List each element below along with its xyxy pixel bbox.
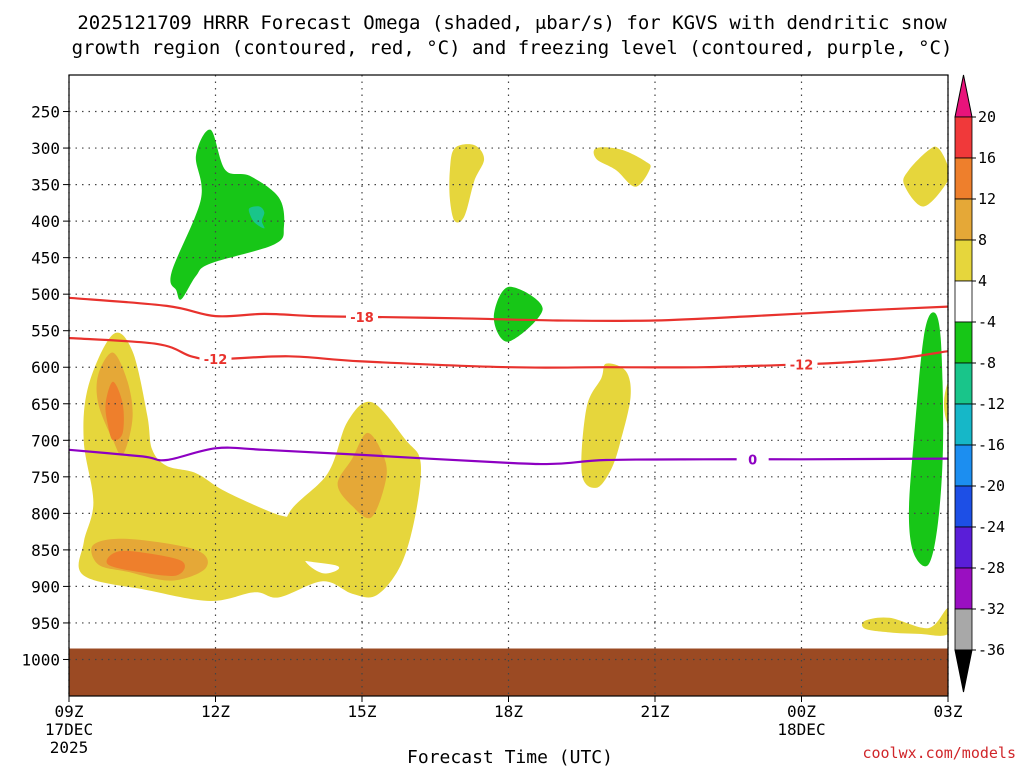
colorbar-bin xyxy=(954,116,973,159)
chart-title-line-1: 2025121709 HRRR Forecast Omega (shaded, … xyxy=(77,12,947,34)
y-axis-ticks: 250 300 350 400 450 500 550 600 650 700 750 800 850 9… xyxy=(21,103,69,669)
contour-label-dgz-upper: -18 xyxy=(350,311,374,326)
omega-region-yellow-02z xyxy=(903,146,948,207)
x-axis-label: Forecast Time (UTC) xyxy=(407,747,613,768)
contour-label-dgz-lower: -12 xyxy=(204,353,228,368)
x-tick-label: 09Z xyxy=(55,702,84,721)
colorbar-bin xyxy=(954,567,973,610)
colorbar-tick-label: -16 xyxy=(978,436,1005,454)
omega-region-yellow-right-bottom xyxy=(861,608,948,636)
surface-terrain xyxy=(69,648,948,696)
y-tick-label: 650 xyxy=(31,395,60,414)
colorbar-bin xyxy=(954,444,973,487)
colorbar-tick-label: -24 xyxy=(978,518,1005,536)
x-tick-label: 15Z xyxy=(348,702,377,721)
colorbar-bin xyxy=(954,362,973,405)
y-tick-label: 900 xyxy=(31,577,60,596)
contour-label-bg-dgz-lower xyxy=(199,351,232,367)
omega-region-teal-core xyxy=(248,206,265,229)
x-tick-year: 2025 xyxy=(50,738,89,757)
contour-label-freezing-level: 0 xyxy=(748,453,757,468)
surface-ground xyxy=(69,648,948,696)
colorbar-bin xyxy=(954,239,973,282)
y-tick-label: 800 xyxy=(31,504,60,523)
credit-label: coolwx.com/models xyxy=(862,744,1016,762)
colorbar-top-arrow xyxy=(954,74,973,118)
x-tick-label: 18Z xyxy=(494,702,523,721)
y-tick-label: 400 xyxy=(31,212,60,231)
chart-title-line-2: growth region (contoured, red, °C) and f… xyxy=(72,37,953,59)
colorbar-bottom-arrow xyxy=(954,649,973,693)
contour-label-bg-dgz-lower xyxy=(785,356,818,372)
omega-region-yellow-right-edge xyxy=(944,381,948,426)
omega-region-yellow-low-left xyxy=(78,332,422,602)
colorbar-bin xyxy=(954,526,973,569)
y-tick-label: 950 xyxy=(31,614,60,633)
x-tick-label: 12Z xyxy=(201,702,230,721)
colorbar: 20 16 12 8 4 -4 -8 -12 -16 -20 -24 -28 -32 -36 xyxy=(954,74,1005,693)
y-tick-label: 450 xyxy=(31,249,60,268)
contour-freezing-level xyxy=(69,446,948,466)
colorbar-bin xyxy=(954,198,973,241)
y-tick-label: 350 xyxy=(31,176,60,195)
colorbar-tick-label: 8 xyxy=(978,231,987,249)
y-tick-label: 500 xyxy=(31,285,60,304)
colorbar-bin xyxy=(954,608,973,651)
colorbar-bin xyxy=(954,485,973,528)
y-tick-label: 700 xyxy=(31,431,60,450)
y-tick-label: 250 xyxy=(31,103,60,122)
contour-dgz-upper xyxy=(69,296,948,322)
y-tick-label: 1000 xyxy=(21,650,60,669)
contour-label-bg-dgz-upper xyxy=(346,308,378,324)
colorbar-tick-label: 4 xyxy=(978,272,987,290)
omega-region-yellow-20z-low xyxy=(581,363,631,488)
omega-region-green-18z xyxy=(493,286,543,342)
colorbar-bin xyxy=(954,321,973,364)
colorbar-tick-label: 20 xyxy=(978,108,996,126)
omega-region-green-02z xyxy=(908,312,944,567)
colorbar-tick-label: 16 xyxy=(978,149,996,167)
y-tick-label: 750 xyxy=(31,468,60,487)
omega-region-yellow-17z xyxy=(449,144,485,223)
x-tick-date: 17DEC xyxy=(45,720,93,739)
contour-label-dgz-lower: -12 xyxy=(790,358,814,373)
y-tick-label: 300 xyxy=(31,139,60,158)
colorbar-bin xyxy=(954,403,973,446)
plot-area: -18 -12 -12 0 250 300 350 400 450 500 550 600 650 70… xyxy=(21,74,963,757)
omega-region-red-left xyxy=(105,381,124,441)
colorbar-tick-label: -8 xyxy=(978,354,996,372)
y-tick-label: 850 xyxy=(31,541,60,560)
colorbar-bin xyxy=(954,157,973,200)
omega-region-green-upper xyxy=(170,129,285,300)
colorbar-tick-label: -12 xyxy=(978,395,1005,413)
colorbar-tick-label: -32 xyxy=(978,600,1005,618)
x-tick-label: 21Z xyxy=(641,702,670,721)
omega-region-orange-15z xyxy=(337,432,387,519)
omega-region-yellow-20z xyxy=(593,147,651,187)
contour-dgz-lower xyxy=(69,336,948,369)
x-tick-label: 00Z xyxy=(787,702,816,721)
contour-label-bg-freezing-level xyxy=(736,451,769,467)
x-tick-label: 03Z xyxy=(934,702,963,721)
colorbar-tick-label: -36 xyxy=(978,641,1005,659)
colorbar-bin xyxy=(954,280,973,323)
colorbar-tick-label: -20 xyxy=(978,477,1005,495)
omega-region-red-850 xyxy=(106,550,185,576)
colorbar-tick-label: -28 xyxy=(978,559,1005,577)
temperature-contours: -18 -12 -12 0 xyxy=(69,296,948,468)
x-tick-date: 18DEC xyxy=(777,720,825,739)
colorbar-tick-label: -4 xyxy=(978,313,996,331)
y-tick-label: 550 xyxy=(31,322,60,341)
colorbar-tick-label: 12 xyxy=(978,190,996,208)
y-tick-label: 600 xyxy=(31,358,60,377)
omega-shading xyxy=(78,129,948,636)
